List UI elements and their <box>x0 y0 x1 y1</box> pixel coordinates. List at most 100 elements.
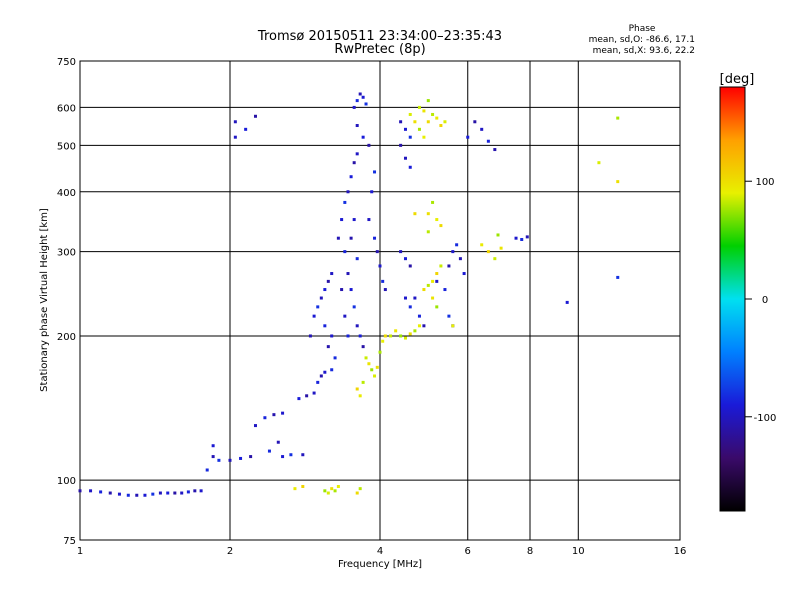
data-point-o <box>413 296 417 300</box>
data-point-x <box>358 487 362 491</box>
data-point-o <box>403 127 407 131</box>
data-point-o <box>466 135 470 139</box>
data-point-o <box>349 236 353 240</box>
data-point-x <box>355 491 359 495</box>
data-point-o <box>217 458 221 462</box>
data-point-o <box>520 237 524 241</box>
data-point-o <box>158 491 162 495</box>
data-point-o <box>458 257 462 261</box>
data-point-x <box>394 329 398 333</box>
data-point-o <box>408 264 412 268</box>
data-point-o <box>462 272 466 276</box>
data-point-x <box>417 105 421 109</box>
data-point-o <box>340 218 344 222</box>
data-point-x <box>616 116 620 120</box>
data-point-o <box>330 368 334 372</box>
data-point-o <box>319 296 323 300</box>
colorbar-tick-label: 100 <box>755 177 774 188</box>
data-point-o <box>443 288 447 292</box>
data-point-o <box>355 257 359 261</box>
data-point-x <box>413 329 417 333</box>
y-tick-label: 500 <box>57 141 76 152</box>
y-tick-label: 300 <box>57 248 76 259</box>
data-point-o <box>244 127 248 131</box>
data-point-o <box>343 314 347 318</box>
data-point-o <box>343 250 347 254</box>
data-point-o <box>173 491 177 495</box>
x-axis-label: Frequency [MHz] <box>338 559 422 570</box>
data-point-o <box>383 288 387 292</box>
data-point-x <box>426 120 430 124</box>
data-point-o <box>455 243 459 247</box>
data-point-x <box>486 250 490 254</box>
data-point-o <box>211 444 215 448</box>
data-point-o <box>330 272 334 276</box>
y-tick-label: 400 <box>57 188 76 199</box>
data-point-x <box>426 212 430 216</box>
data-point-o <box>239 456 243 460</box>
data-point-o <box>301 453 305 457</box>
data-point-x <box>443 120 447 124</box>
data-point-o <box>451 250 455 254</box>
data-point-o <box>319 374 323 378</box>
data-point-o <box>352 105 356 109</box>
data-point-o <box>486 139 490 143</box>
data-point-o <box>381 279 385 283</box>
data-point-o <box>346 334 350 338</box>
data-point-o <box>417 314 421 318</box>
data-point-o <box>403 296 407 300</box>
data-point-o <box>99 490 103 494</box>
data-point-o <box>233 135 237 139</box>
data-point-o <box>361 95 365 99</box>
colorbar-tick-label: 0 <box>762 295 768 306</box>
data-point-o <box>143 493 147 497</box>
data-point-o <box>399 120 403 124</box>
data-point-x <box>435 218 439 222</box>
data-point-x <box>413 120 417 124</box>
data-point-x <box>373 374 377 378</box>
data-point-o <box>399 250 403 254</box>
data-point-o <box>281 455 285 459</box>
data-point-o <box>333 356 337 360</box>
colorbar-ticks: 100 0 -100 <box>745 177 776 424</box>
data-point-o <box>493 148 497 152</box>
data-point-o <box>408 305 412 309</box>
data-point-x <box>439 224 443 228</box>
data-point-x <box>422 135 426 139</box>
data-point-x <box>383 334 387 338</box>
data-point-x <box>408 112 412 116</box>
y-tick-label: 75 <box>63 536 76 547</box>
x-tick-label: 1 <box>77 546 83 557</box>
data-point-o <box>151 492 155 496</box>
data-point-o <box>180 491 184 495</box>
data-point-x <box>326 491 330 495</box>
chart-subtitle: RwPretec (8p) <box>334 42 425 57</box>
data-point-o <box>117 492 121 496</box>
data-point-o <box>375 250 379 254</box>
data-point-o <box>343 200 347 204</box>
data-point-x <box>435 116 439 120</box>
data-point-x <box>330 487 334 491</box>
data-point-x <box>301 484 305 488</box>
data-point-o <box>367 143 371 147</box>
data-point-o <box>408 135 412 139</box>
x-tick-label: 10 <box>572 546 585 557</box>
data-point-o <box>355 152 359 156</box>
data-point-o <box>340 288 344 292</box>
data-point-x <box>499 246 503 250</box>
data-point-x <box>323 489 327 493</box>
data-point-x <box>375 365 379 369</box>
data-point-x <box>431 279 435 283</box>
data-point-o <box>525 235 529 239</box>
data-point-o <box>346 190 350 194</box>
data-point-x <box>431 200 435 204</box>
data-point-o <box>193 489 197 493</box>
data-point-x <box>378 350 382 354</box>
data-point-o <box>399 143 403 147</box>
phase-stats-heading: Phase <box>629 24 656 34</box>
y-tick-label: 100 <box>57 476 76 487</box>
data-point-o <box>349 288 353 292</box>
data-point-x <box>408 332 412 336</box>
data-point-x <box>333 489 337 493</box>
data-point-x <box>293 487 297 491</box>
